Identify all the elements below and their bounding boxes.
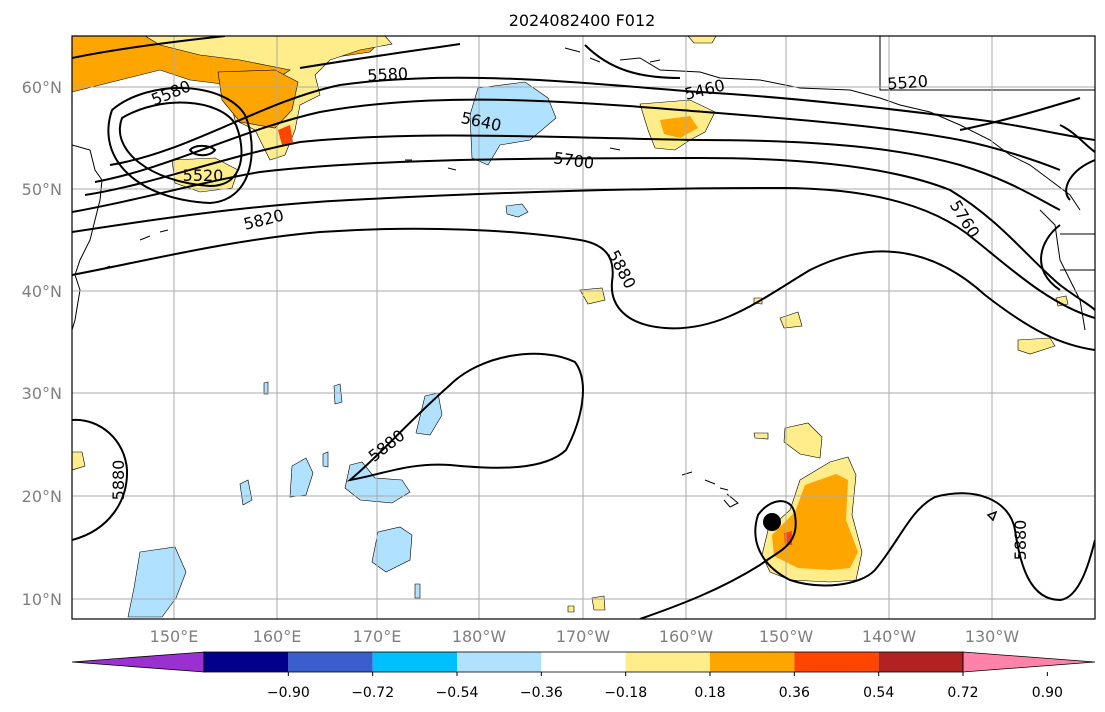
- colorbar-label: −0.36: [520, 685, 563, 701]
- map-frame: [71, 35, 1096, 620]
- colorbar-label: 0.18: [694, 685, 725, 701]
- contour-label: 5880: [109, 460, 128, 501]
- colorbar-label: −0.90: [267, 685, 310, 701]
- colorbar-label: 0.36: [779, 685, 810, 701]
- colorbar-label: 0.72: [947, 685, 978, 701]
- contour-label: 5580: [367, 64, 409, 85]
- colorbar-label: −0.54: [436, 685, 479, 701]
- colorbar-label: −0.72: [351, 685, 394, 701]
- lon-label: 180°W: [452, 627, 507, 646]
- lat-label: 50°N: [22, 180, 62, 199]
- colorbar-label: −0.18: [604, 685, 647, 701]
- colorbar-label: 0.54: [863, 685, 894, 701]
- lon-label: 140°W: [862, 627, 917, 646]
- colorbar-swatch: [204, 652, 289, 672]
- colorbar-swatch: [878, 652, 963, 672]
- colorbar-swatch: [372, 652, 457, 672]
- contour-label: 5520: [183, 166, 224, 185]
- lon-label: 170°W: [556, 627, 611, 646]
- colorbar-swatch: [288, 652, 373, 672]
- longitude-labels: 150°E 160°E 170°E 180°W 170°W 160°W 150°…: [150, 627, 1020, 646]
- height-contours: [72, 36, 1095, 619]
- positive-anomaly-hurricane: [761, 456, 863, 583]
- lon-label: 150°W: [759, 627, 814, 646]
- graticule: [72, 36, 1095, 619]
- lat-label: 30°N: [22, 384, 62, 403]
- positive-anomaly-east: [72, 287, 1069, 613]
- map-area: 5580 5520 5580 5640 5460 5520 5700 5760 …: [72, 36, 1095, 619]
- lon-label: 130°W: [965, 627, 1020, 646]
- contour-label: 5520: [887, 72, 929, 94]
- contour-label: 5880: [1011, 520, 1030, 561]
- lon-label: 170°E: [353, 627, 402, 646]
- colorbar-swatch: [457, 652, 542, 672]
- colorbar-extension-low: [71, 651, 205, 673]
- colorbar-swatch: [541, 652, 626, 672]
- lat-label: 10°N: [22, 590, 62, 609]
- map-title: 2024082400 F012: [509, 11, 656, 30]
- lon-label: 160°W: [659, 627, 714, 646]
- storm-center-marker: [763, 513, 781, 531]
- colorbar-swatch: [710, 652, 795, 672]
- colorbar-frame: [203, 651, 964, 673]
- lon-label: 160°E: [253, 627, 302, 646]
- colorbar-extension-high: [962, 651, 1096, 673]
- colorbar: −0.90 −0.72 −0.54 −0.36 −0.18 0.18 0.36 0.54 0.7…: [71, 651, 1096, 701]
- colorbar-swatch: [794, 652, 879, 672]
- lat-label: 60°N: [22, 78, 62, 97]
- lat-label: 40°N: [22, 282, 62, 301]
- lat-label: 20°N: [22, 487, 62, 506]
- coastlines: [72, 36, 1095, 508]
- latitude-labels: 10°N 20°N 30°N 40°N 50°N 60°N: [22, 78, 62, 609]
- lon-label: 150°E: [150, 627, 199, 646]
- colorbar-swatch: [625, 652, 710, 672]
- colorbar-label: 0.90: [1032, 685, 1063, 701]
- positive-anomaly-alaska: [639, 36, 717, 151]
